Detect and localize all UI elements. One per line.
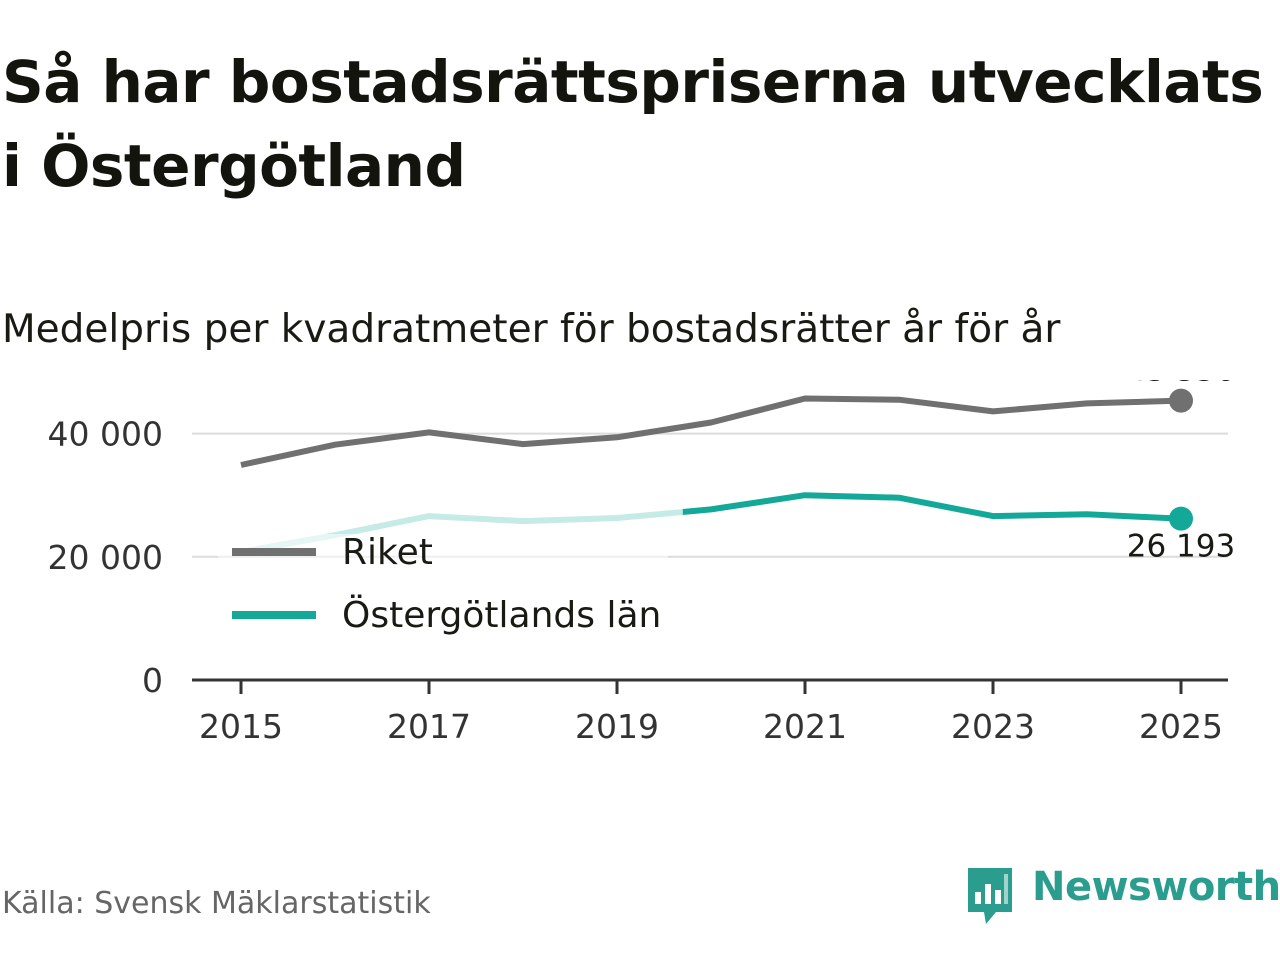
newsworthy-logo-icon (968, 868, 1012, 924)
end-point-marker (1169, 506, 1193, 531)
y-tick-label: 20 000 (48, 538, 163, 577)
end-point-marker (1169, 388, 1193, 413)
x-tick-label: 2023 (951, 707, 1035, 746)
source-note: Källa: Svensk Mäklarstatistik (2, 886, 431, 921)
x-tick-label: 2021 (763, 707, 847, 746)
brand-logo: Newsworthy (964, 864, 1280, 928)
y-tick-label: 40 000 (48, 415, 163, 454)
y-tick-label: 0 (142, 661, 163, 700)
series-lines (240, 388, 1193, 555)
chart-labels: 0 20 000 40 000 2015 2017 2019 2021 2023 2025 45 … (48, 380, 1236, 746)
axes (192, 678, 1228, 694)
legend-label: Östergötlands län (342, 594, 661, 636)
legend-label: Riket (342, 532, 433, 573)
chart-subtitle: Medelpris per kvadratmeter för bostadsrä… (2, 307, 1061, 352)
x-tick-label: 2025 (1139, 707, 1223, 746)
chart-title: Så har bostadsrättspriserna utvecklats i… (2, 48, 1264, 200)
x-tick-label: 2019 (575, 707, 659, 746)
x-tick-label: 2015 (199, 707, 283, 746)
end-value-label: 45 356 (1127, 380, 1235, 389)
line-chart: 0 20 000 40 000 2015 2017 2019 2021 2023 2025 45 … (48, 380, 1236, 746)
end-value-label: 26 193 (1127, 529, 1235, 565)
brand-name: Newsworthy (1032, 864, 1280, 910)
series-line-ostergotland-faded (240, 508, 683, 555)
x-tick-label: 2017 (387, 707, 471, 746)
legend: Riket Östergötlands län (218, 532, 668, 636)
series-line-ostergotland (682, 492, 1182, 522)
series-line-riket (240, 395, 1182, 468)
